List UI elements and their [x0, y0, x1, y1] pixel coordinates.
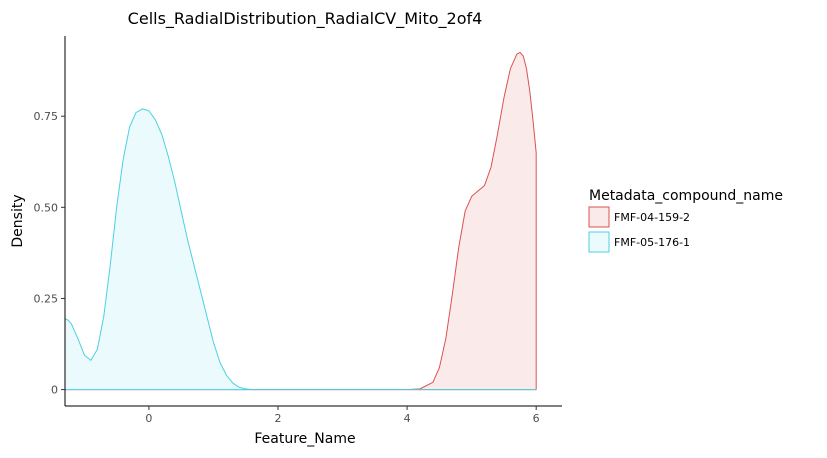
legend-key-2 — [588, 231, 610, 253]
x-tick-label: 2 — [275, 412, 282, 425]
x-ticks: 0 2 4 6 — [145, 406, 540, 425]
y-tick-label: 0.75 — [34, 110, 59, 123]
x-axis-label: Feature_Name — [254, 431, 355, 447]
x-tick-label: 6 — [533, 412, 540, 425]
x-tick-label: 4 — [404, 412, 411, 425]
y-tick-label: 0 — [51, 384, 58, 397]
legend-title: Metadata_compound_name — [589, 188, 783, 204]
y-axis-label: Density — [10, 194, 26, 247]
legend-label-1: FMF-04-159-2 — [614, 211, 690, 224]
legend-label-2: FMF-05-176-1 — [614, 236, 690, 249]
plot-area — [64, 51, 537, 391]
density-area-series-1 — [64, 51, 537, 391]
density-area-series-2 — [64, 108, 537, 391]
y-tick-label: 0.25 — [34, 292, 59, 305]
y-ticks: 0 0.25 0.50 0.75 — [34, 110, 65, 397]
legend: Metadata_compound_name FMF-04-159-2 FMF-0… — [588, 188, 783, 253]
x-tick-label: 0 — [145, 412, 152, 425]
legend-key-1 — [588, 206, 610, 228]
y-tick-label: 0.50 — [34, 201, 59, 214]
chart-title: Cells_RadialDistribution_RadialCV_Mito_2… — [128, 9, 483, 29]
